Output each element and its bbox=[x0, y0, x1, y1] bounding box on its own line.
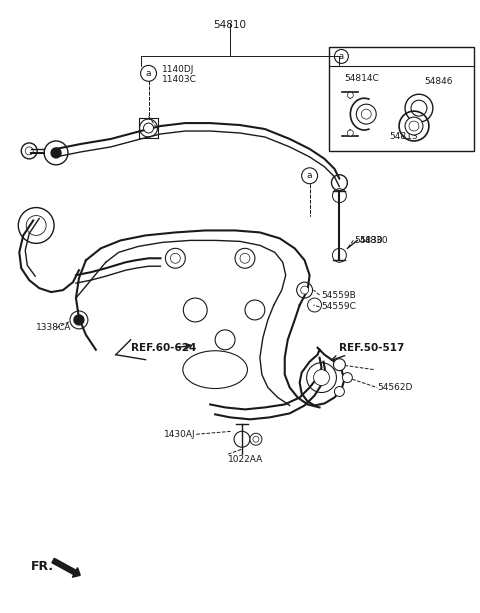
Circle shape bbox=[334, 359, 346, 371]
Text: REF.60-624: REF.60-624 bbox=[131, 343, 196, 352]
FancyArrow shape bbox=[52, 558, 80, 577]
Text: 54814C: 54814C bbox=[344, 74, 379, 83]
Circle shape bbox=[74, 315, 84, 325]
Text: a: a bbox=[339, 52, 344, 61]
Text: 54813: 54813 bbox=[389, 132, 418, 141]
Circle shape bbox=[348, 130, 353, 136]
Circle shape bbox=[405, 117, 423, 135]
Circle shape bbox=[300, 286, 309, 294]
Circle shape bbox=[170, 253, 180, 263]
Text: a: a bbox=[146, 69, 151, 78]
Circle shape bbox=[335, 387, 344, 397]
Text: 1140DJ: 1140DJ bbox=[162, 65, 195, 74]
Text: 1022AA: 1022AA bbox=[228, 455, 264, 463]
Text: FR.: FR. bbox=[31, 560, 54, 573]
Text: 11403C: 11403C bbox=[162, 75, 197, 84]
Text: 54559C: 54559C bbox=[322, 302, 357, 311]
Circle shape bbox=[348, 92, 353, 98]
Circle shape bbox=[51, 148, 61, 158]
Text: 54810: 54810 bbox=[214, 20, 247, 29]
Text: 54830: 54830 bbox=[354, 236, 383, 245]
Circle shape bbox=[342, 373, 352, 383]
Circle shape bbox=[313, 370, 329, 386]
Text: 54846: 54846 bbox=[424, 77, 453, 86]
Text: a: a bbox=[307, 171, 312, 180]
Circle shape bbox=[250, 433, 262, 445]
Circle shape bbox=[144, 123, 154, 133]
Circle shape bbox=[411, 100, 427, 116]
Text: 54830: 54830 bbox=[360, 236, 388, 245]
Text: 1430AJ: 1430AJ bbox=[164, 430, 195, 439]
Circle shape bbox=[361, 109, 371, 119]
Text: 54559B: 54559B bbox=[322, 291, 356, 300]
Circle shape bbox=[240, 253, 250, 263]
Text: REF.50-517: REF.50-517 bbox=[339, 343, 405, 352]
Text: 54562D: 54562D bbox=[377, 383, 413, 392]
Text: 1338CA: 1338CA bbox=[36, 324, 72, 332]
